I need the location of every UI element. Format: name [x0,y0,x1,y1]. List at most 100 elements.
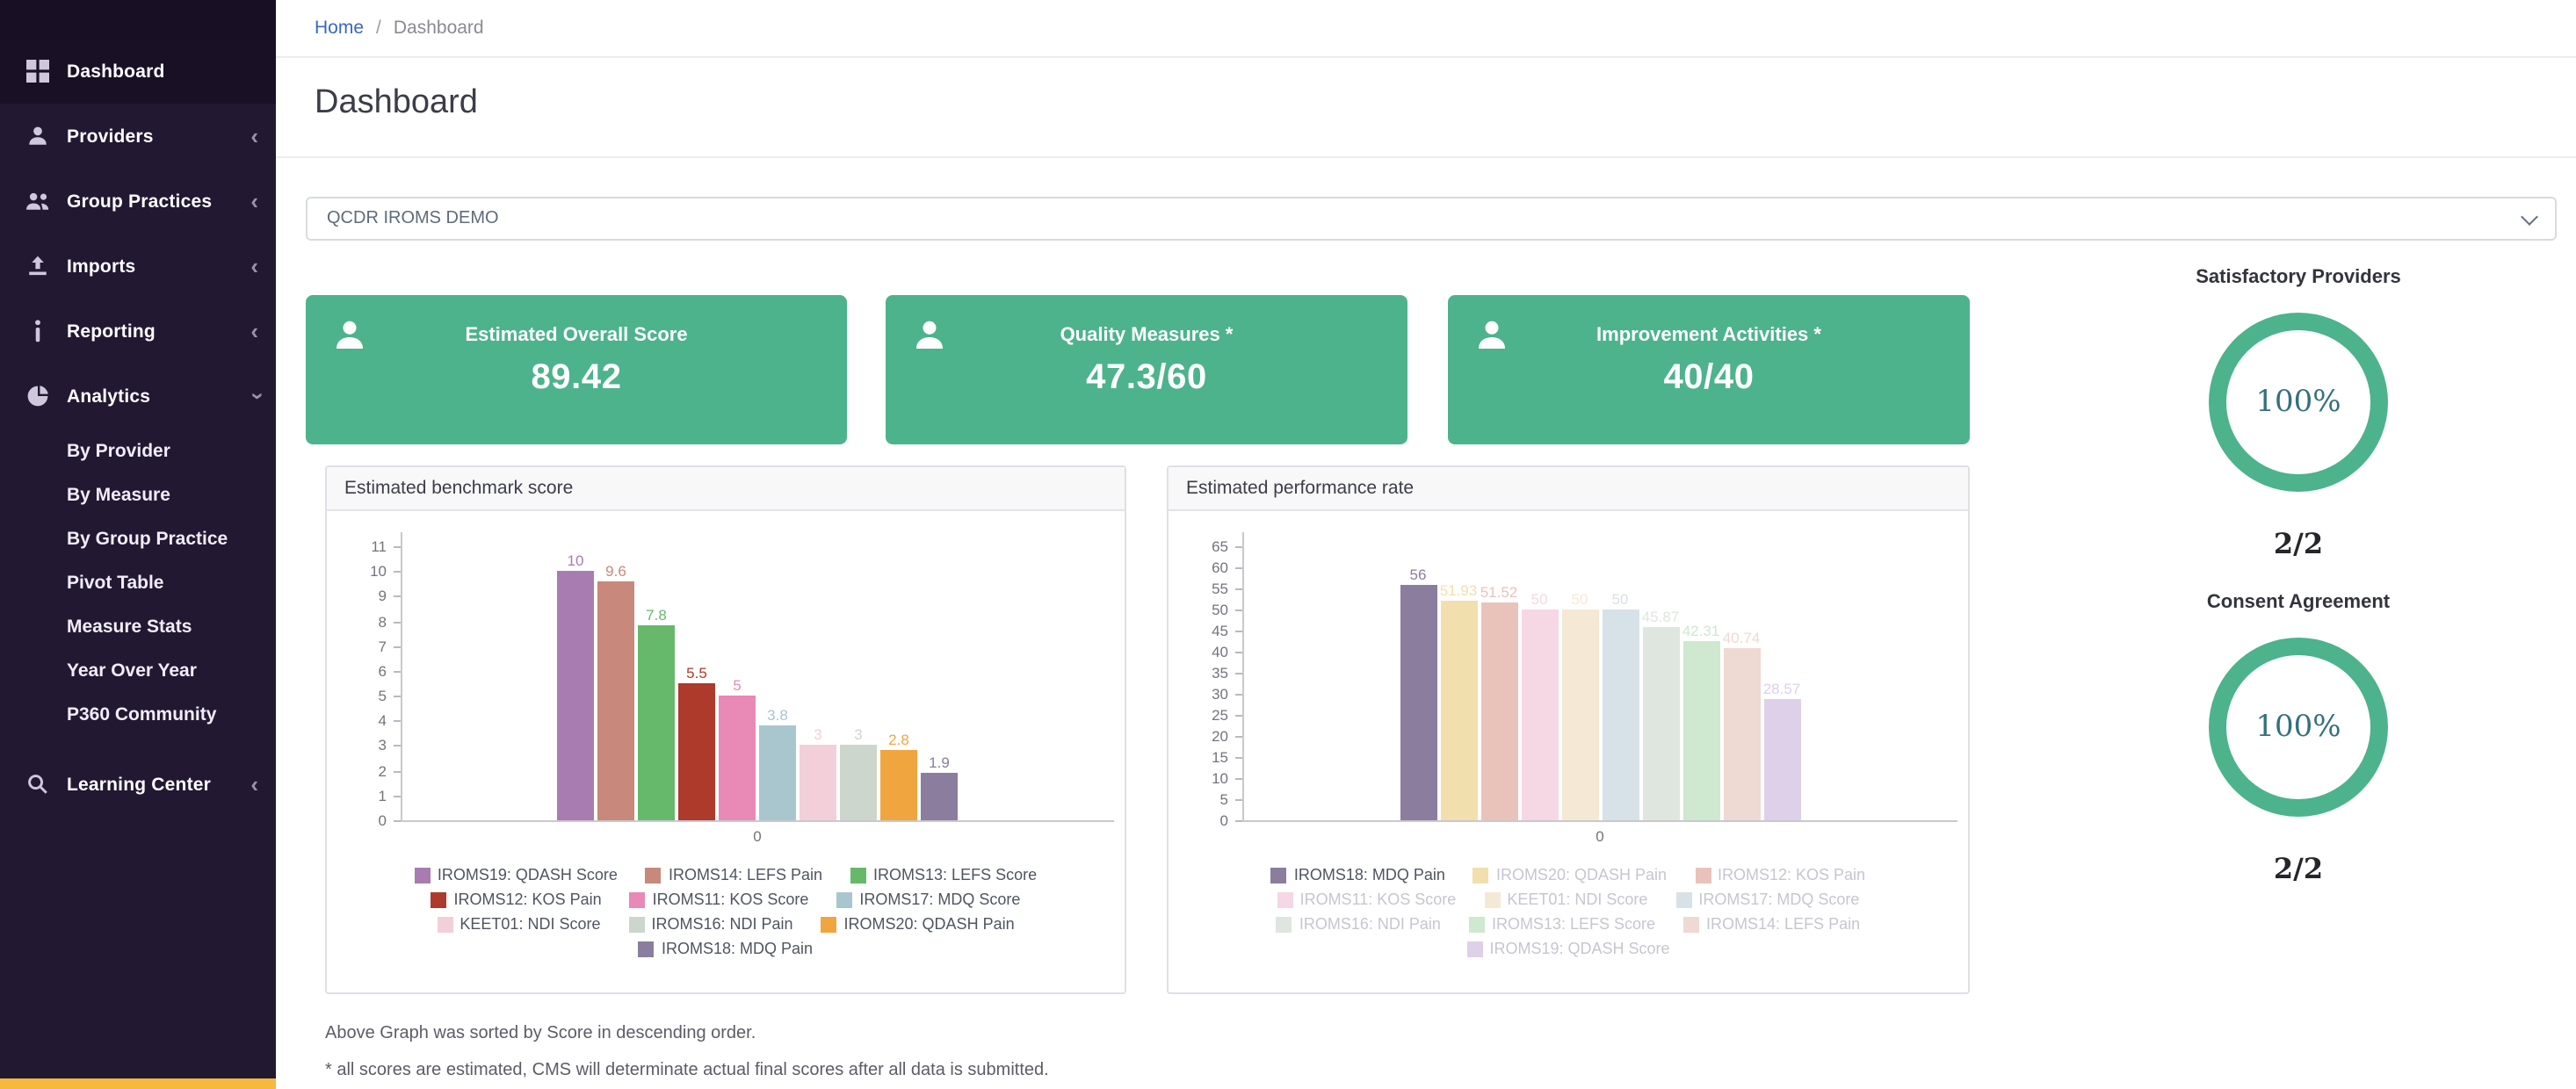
donut-percent: 100% [2255,385,2341,420]
y-axis-tick-mark [1235,757,1242,759]
legend-item[interactable]: IROMS13: LEFS Score [850,866,1037,883]
sidebar-item-by-group-practice[interactable]: By Group Practice [0,516,276,560]
bar-value-label: 7.8 [646,606,667,624]
y-axis-tick-label: 25 [1212,706,1228,724]
main-content: Home / Dashboard Dashboard QCDR IROMS DE… [276,0,2576,1089]
y-axis-tick-mark [394,595,401,598]
bar: 50 [1602,590,1639,820]
legend-label: IROMS11: KOS Score [1299,891,1457,908]
sidebar-subitem-label: By Measure [67,484,170,505]
sidebar-item-by-measure[interactable]: By Measure [0,472,276,516]
bar: 28.57 [1763,681,1800,820]
legend-swatch [1473,867,1489,883]
legend-item[interactable]: IROMS11: KOS Score [1277,891,1457,908]
legend-item[interactable]: IROMS17: MDQ Score [1675,891,1859,908]
legend-label: IROMS12: KOS Pain [1718,866,1866,883]
sidebar-item-reporting[interactable]: Reporting ‹ [0,299,276,364]
legend-swatch [431,891,447,907]
sidebar-item-year-over-year[interactable]: Year Over Year [0,648,276,692]
bar-value-label: 56 [1409,565,1427,583]
chevron-left-icon: ‹ [250,188,258,214]
bar-value-label: 3 [814,725,822,744]
sidebar-item-providers[interactable]: Providers ‹ [0,104,276,169]
legend-item[interactable]: KEET01: NDI Score [1484,891,1647,908]
y-axis-tick-mark [1235,609,1242,611]
legend-item[interactable]: IROMS17: MDQ Score [836,891,1020,908]
chart-plot-area: 0 1 2 3 4 5 6 7 8 9 10 11 10 9.6 7.8 5.5 5 3.8 3 3 2.8 1.9 0 [327,511,1125,855]
y-axis-tick-label: 45 [1212,622,1228,639]
sidebar-brand-strip [0,0,276,39]
legend-label: IROMS17: MDQ Score [1698,891,1860,908]
y-axis-tick-label: 2 [378,761,387,780]
sidebar-item-analytics[interactable]: Analytics ‹ [0,364,276,429]
sidebar-item-dashboard[interactable]: Dashboard [0,39,276,104]
legend-label: IROMS12: KOS Pain [453,891,602,908]
legend-item[interactable]: IROMS13: LEFS Score [1468,915,1656,933]
sidebar-item-label: Group Practices [67,191,213,212]
y-axis-tick-label: 40 [1212,643,1228,660]
legend-swatch [638,941,655,956]
y-axis-tick-mark [394,670,401,673]
chevron-left-icon: ‹ [250,253,258,279]
sidebar-subitem-label: Year Over Year [67,660,197,681]
y-axis-tick-label: 35 [1212,664,1228,682]
sidebar-item-p360-community[interactable]: P360 Community [0,692,276,736]
chevron-left-icon: ‹ [250,123,258,149]
sidebar-subitem-label: P360 Community [67,703,217,725]
legend-item[interactable]: IROMS12: KOS Pain [431,891,602,908]
stat-card-quality-measures: Quality Measures * 47.3/60 [886,295,1407,444]
legend-item[interactable]: IROMS19: QDASH Score [414,866,618,883]
legend-item[interactable]: IROMS16: NDI Pain [628,915,793,933]
sidebar-item-measure-stats[interactable]: Measure Stats [0,604,276,648]
breadcrumb: Home / Dashboard [276,0,2576,58]
chart-legend: IROMS19: QDASH Score IROMS14: LEFS Pain IR… [374,866,1077,957]
y-axis-tick-label: 4 [378,711,387,730]
legend-swatch [1277,891,1293,907]
y-axis-tick-label: 10 [1212,769,1228,787]
gauge-title: Satisfactory Providers [2196,267,2401,288]
registry-select[interactable]: QCDR IROMS DEMO [306,197,2557,241]
sidebar-item-pivot-table[interactable]: Pivot Table [0,560,276,604]
y-axis-tick-label: 55 [1212,580,1228,597]
person-icon [912,318,947,362]
legend-item[interactable]: IROMS18: MDQ Pain [1270,866,1445,883]
legend-item[interactable]: IROMS11: KOS Score [629,891,808,908]
legend-item[interactable]: IROMS16: NDI Pain [1276,915,1441,933]
legend-label: IROMS13: LEFS Score [1491,915,1656,933]
legend-item[interactable]: IROMS18: MDQ Pain [638,940,813,957]
chevron-left-icon: ‹ [250,771,258,797]
legend-item[interactable]: IROMS20: QDASH Pain [821,915,1015,933]
legend-item[interactable]: IROMS20: QDASH Pain [1473,866,1667,883]
stat-card-value: 47.3/60 [1086,358,1207,397]
y-axis-tick-mark [394,770,401,773]
sidebar-item-imports[interactable]: Imports ‹ [0,234,276,299]
sidebar-item-group-practices[interactable]: Group Practices ‹ [0,169,276,234]
y-axis-tick-mark [394,696,401,698]
y-axis-tick-mark [394,571,401,573]
bar-value-label: 42.31 [1682,622,1720,640]
legend-item[interactable]: IROMS19: QDASH Score [1466,940,1670,957]
legend-item[interactable]: IROMS14: LEFS Pain [645,866,822,883]
person-icon [1474,318,1509,362]
y-axis-tick-label: 60 [1212,559,1228,576]
bar: 56 [1400,565,1436,820]
sidebar-item-label: Reporting [67,321,156,342]
legend-item[interactable]: IROMS14: LEFS Pain [1683,915,1860,933]
satisfactory-providers-donut: 100% [2209,313,2388,492]
legend-label: IROMS20: QDASH Pain [1495,866,1667,883]
legend-item[interactable]: KEET01: NDI Score [437,915,600,933]
x-axis-line [401,820,1114,822]
y-axis-tick-label: 7 [378,637,387,655]
y-axis-tick-mark [1235,694,1242,696]
legend-swatch [1695,867,1711,883]
sidebar-item-learning-center[interactable]: Learning Center ‹ [0,752,276,817]
stat-card-value: 89.42 [531,358,622,397]
sidebar-item-label: Dashboard [67,61,165,82]
page-title: Dashboard [315,84,478,121]
legend-swatch [850,867,867,883]
breadcrumb-home-link[interactable]: Home [315,18,365,39]
sidebar-item-by-provider[interactable]: By Provider [0,429,276,472]
y-axis-tick-label: 30 [1212,685,1228,703]
legend-item[interactable]: IROMS12: KOS Pain [1695,866,1865,883]
